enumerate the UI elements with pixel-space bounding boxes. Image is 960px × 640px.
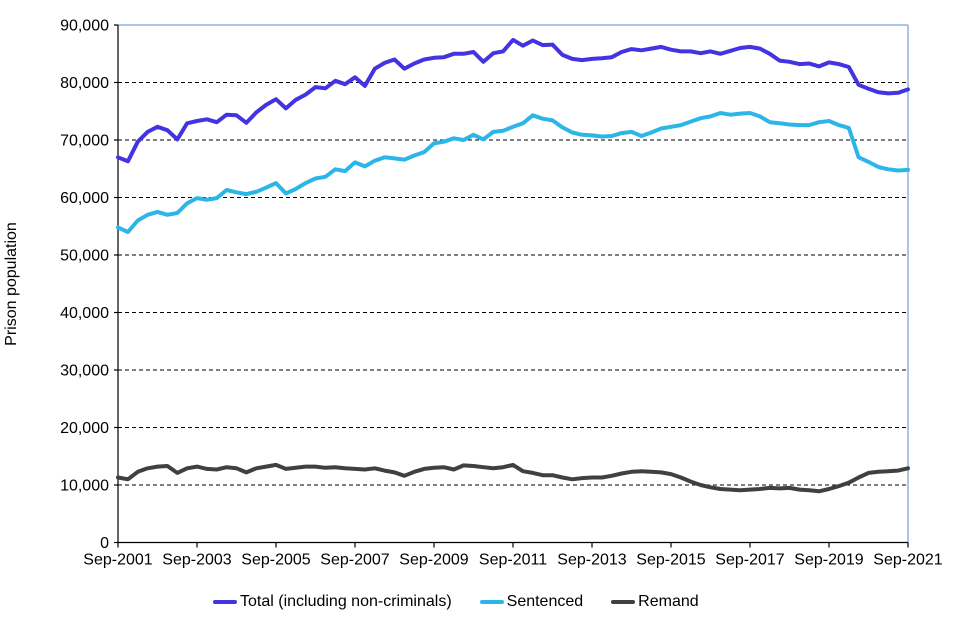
legend-item-sentenced: Sentenced xyxy=(479,593,584,611)
y-axis-title: Prison population xyxy=(3,222,20,346)
x-tick-label-Sep-2021: Sep-2021 xyxy=(873,552,942,569)
series-line-remand xyxy=(116,462,910,494)
legend-swatch-sentenced-icon xyxy=(479,600,504,604)
plot-border-group xyxy=(118,24,909,543)
legend-label-remand: Remand xyxy=(638,593,699,610)
axis-labels-group: 0 10,000 20,000 30,000 40,000 50,000 60,000 70,… xyxy=(60,18,943,569)
y-tick-label-70,000: 70,000 xyxy=(60,133,109,150)
legend-swatch-remand-icon xyxy=(611,600,636,604)
y-tick-label-20,000: 20,000 xyxy=(60,420,109,437)
x-tick-label-Sep-2013: Sep-2013 xyxy=(557,552,626,569)
series-line-sentenced xyxy=(116,111,910,234)
gridlines-group xyxy=(118,82,908,486)
y-tick-label-50,000: 50,000 xyxy=(60,248,109,265)
series-line-total xyxy=(116,37,910,164)
legend-swatch-total-icon xyxy=(213,600,237,604)
legend-label-sentenced: Sentenced xyxy=(506,593,584,610)
x-tick-label-Sep-2009: Sep-2009 xyxy=(399,552,468,569)
x-tick-label-Sep-2019: Sep-2019 xyxy=(794,552,863,569)
x-tick-label-Sep-2007: Sep-2007 xyxy=(320,552,389,569)
y-tick-label-40,000: 40,000 xyxy=(60,305,109,322)
x-tick-label-Sep-2017: Sep-2017 xyxy=(715,552,784,569)
x-tick-label-Sep-2003: Sep-2003 xyxy=(162,552,231,569)
y-tick-label-0: 0 xyxy=(100,535,109,552)
axes-group xyxy=(114,24,909,548)
y-tick-label-60,000: 60,000 xyxy=(60,190,109,207)
legend-item-remand: Remand xyxy=(611,593,699,611)
y-tick-label-90,000: 90,000 xyxy=(60,18,109,35)
x-tick-label-Sep-2005: Sep-2005 xyxy=(241,552,310,569)
y-tick-label-80,000: 80,000 xyxy=(60,75,109,92)
legend-item-total: Total (including non-criminals) xyxy=(213,593,452,611)
x-tick-label-Sep-2011: Sep-2011 xyxy=(479,552,547,569)
y-tick-label-10,000: 10,000 xyxy=(60,478,109,495)
legend-label-total: Total (including non-criminals) xyxy=(240,593,452,610)
legend: Total (including non-criminals) Sentence… xyxy=(213,593,699,611)
x-tick-label-Sep-2015: Sep-2015 xyxy=(636,552,705,569)
series-group xyxy=(116,37,910,494)
y-tick-label-30,000: 30,000 xyxy=(60,363,109,380)
x-tick-label-Sep-2001: Sep-2001 xyxy=(83,552,152,569)
